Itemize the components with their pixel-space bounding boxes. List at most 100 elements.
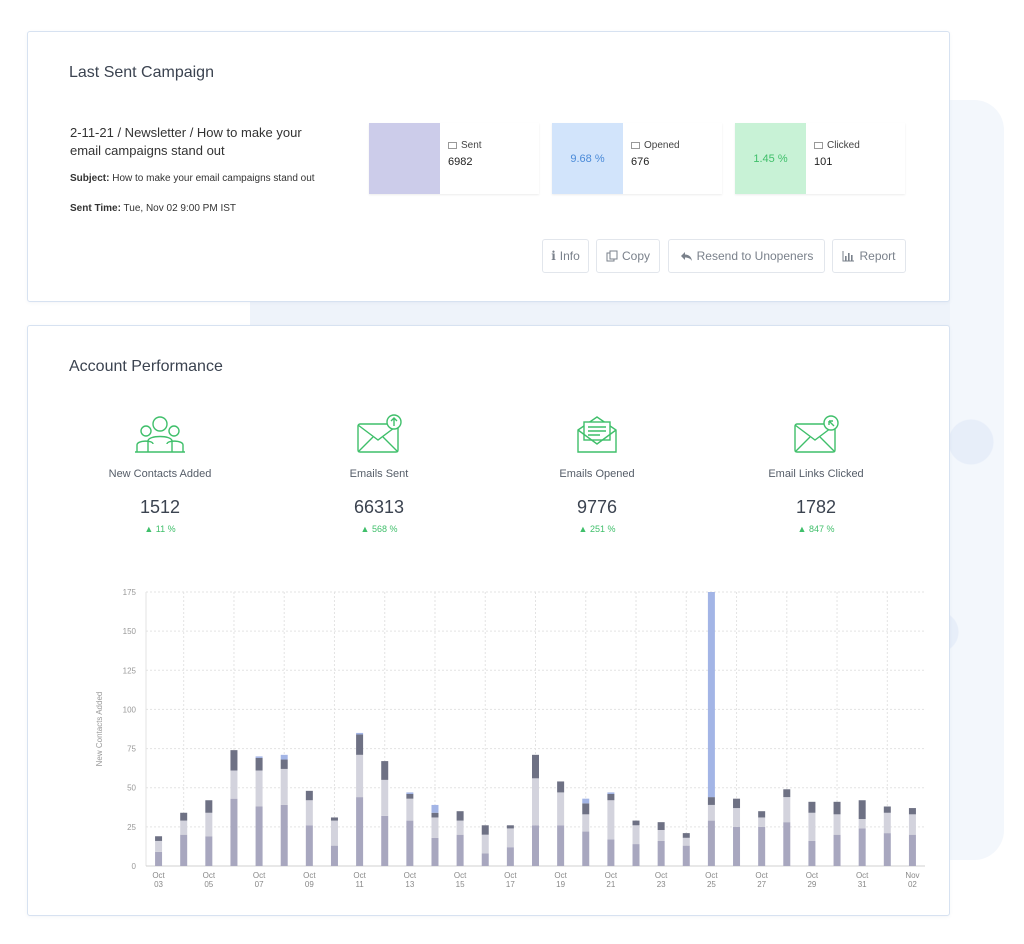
x-tick-label: 03 bbox=[154, 880, 163, 889]
arrow-up-icon: ▲ bbox=[360, 524, 372, 534]
bar-segment bbox=[607, 839, 615, 866]
arrow-up-icon: ▲ bbox=[578, 524, 590, 534]
x-tick-label: Oct bbox=[253, 871, 266, 880]
bar-segment bbox=[557, 781, 565, 793]
bar-segment bbox=[280, 754, 288, 760]
x-tick-label: 19 bbox=[556, 880, 565, 889]
y-tick-label: 175 bbox=[123, 588, 137, 597]
bar-segment bbox=[582, 814, 590, 832]
kpi-label: Email Links Clicked bbox=[768, 468, 864, 480]
info-button[interactable]: i Info bbox=[542, 239, 589, 273]
kpi-email-links-clicked: Email Links Clicked 1782 ▲ 847 % bbox=[726, 414, 906, 534]
bar-segment bbox=[582, 798, 590, 804]
campaign-name[interactable]: 2-11-21 / Newsletter / How to make your … bbox=[70, 125, 302, 158]
bar-segment bbox=[406, 820, 414, 866]
y-tick-label: 25 bbox=[127, 823, 136, 832]
x-tick-label: Oct bbox=[655, 871, 668, 880]
bar-segment bbox=[205, 812, 213, 837]
bar-segment bbox=[506, 847, 514, 866]
reply-icon bbox=[680, 251, 692, 261]
x-tick-label: 27 bbox=[757, 880, 766, 889]
stat-opened-label: Opened bbox=[631, 140, 680, 151]
envelope-icon bbox=[448, 142, 457, 149]
copy-button[interactable]: Copy bbox=[596, 239, 660, 273]
x-tick-label: 07 bbox=[255, 880, 264, 889]
copy-icon bbox=[606, 250, 618, 262]
bar-segment bbox=[406, 798, 414, 821]
bar-segment bbox=[758, 817, 766, 827]
contacts-icon bbox=[135, 416, 185, 453]
bar-segment bbox=[356, 754, 364, 798]
x-tick-label: 15 bbox=[456, 880, 465, 889]
bar-segment bbox=[280, 768, 288, 805]
bar-segment bbox=[582, 803, 590, 815]
y-tick-label: 75 bbox=[127, 745, 136, 754]
bar-segment bbox=[908, 808, 916, 815]
bar-segment bbox=[155, 851, 163, 866]
x-tick-label: Nov bbox=[905, 871, 919, 880]
last-campaign-card: Last Sent Campaign 2-11-21 / Newsletter … bbox=[27, 31, 950, 302]
resend-to-unopeners-button[interactable]: Resend to Unopeners bbox=[668, 239, 825, 273]
report-button[interactable]: Report bbox=[832, 239, 906, 273]
stat-sent-value: 6982 bbox=[448, 156, 473, 168]
kpi-value: 1512 bbox=[139, 497, 181, 517]
bar-segment bbox=[557, 825, 565, 866]
sent-time-value: Tue, Nov 02 9:00 PM IST bbox=[123, 203, 237, 214]
bar-segment bbox=[180, 820, 188, 835]
bar-segment bbox=[582, 831, 590, 866]
arrow-up-icon: ▲ bbox=[144, 524, 156, 534]
bar-segment bbox=[632, 844, 640, 866]
envelope-icon bbox=[814, 142, 823, 149]
bar-segment bbox=[733, 826, 741, 866]
email-sent-icon bbox=[357, 414, 402, 453]
bar-segment bbox=[783, 822, 791, 866]
bar-segment bbox=[180, 834, 188, 866]
y-tick-label: 50 bbox=[127, 784, 136, 793]
bar-segment bbox=[356, 734, 364, 755]
x-tick-label: 25 bbox=[707, 880, 716, 889]
x-tick-label: 31 bbox=[858, 880, 867, 889]
bar-segment bbox=[481, 853, 489, 866]
bar-segment bbox=[356, 732, 364, 735]
x-tick-label: Oct bbox=[856, 871, 869, 880]
x-tick-label: Oct bbox=[755, 871, 768, 880]
subject-value: How to make your email campaigns stand o… bbox=[112, 173, 315, 184]
x-tick-label: 05 bbox=[204, 880, 213, 889]
kpi-emails-opened: Emails Opened 9776 ▲ 251 % bbox=[507, 414, 687, 534]
bar-segment bbox=[657, 822, 665, 830]
bar-segment bbox=[833, 814, 841, 835]
bar-segment bbox=[883, 812, 891, 834]
bar-segment bbox=[632, 825, 640, 845]
x-tick-label: Oct bbox=[152, 871, 165, 880]
x-tick-label: Oct bbox=[203, 871, 216, 880]
bar-segment bbox=[481, 825, 489, 835]
bar-segment bbox=[607, 792, 615, 794]
kpi-value: 1782 bbox=[795, 497, 837, 517]
bar-segment bbox=[155, 840, 163, 852]
bar-segment bbox=[532, 778, 539, 826]
y-tick-label: 0 bbox=[132, 862, 137, 871]
bar-segment bbox=[205, 836, 213, 866]
email-opened-icon bbox=[577, 416, 617, 453]
bar-segment bbox=[280, 759, 288, 769]
bar-segment bbox=[230, 798, 238, 866]
x-tick-label: Oct bbox=[554, 871, 567, 880]
bar-segment bbox=[682, 845, 690, 866]
stat-sent-label: Sent bbox=[448, 140, 482, 151]
bar-segment bbox=[707, 797, 715, 805]
y-tick-label: 100 bbox=[123, 705, 137, 714]
bar-segment bbox=[808, 840, 816, 866]
bar-segment bbox=[230, 750, 238, 771]
kpi-label: Emails Sent bbox=[349, 468, 409, 480]
x-tick-label: 21 bbox=[606, 880, 615, 889]
x-tick-label: 11 bbox=[355, 880, 364, 889]
envelope-icon bbox=[631, 142, 640, 149]
x-tick-label: Oct bbox=[605, 871, 618, 880]
bar-segment bbox=[456, 811, 464, 821]
stat-sent-swatch bbox=[369, 123, 440, 194]
bar-segment bbox=[456, 834, 464, 866]
kpi-emails-sent: Emails Sent 66313 ▲ 568 % bbox=[289, 414, 469, 534]
kpi-delta: ▲ 847 % bbox=[797, 524, 835, 534]
bar-segment bbox=[883, 833, 891, 866]
stat-sent: Sent 6982 bbox=[369, 123, 539, 194]
